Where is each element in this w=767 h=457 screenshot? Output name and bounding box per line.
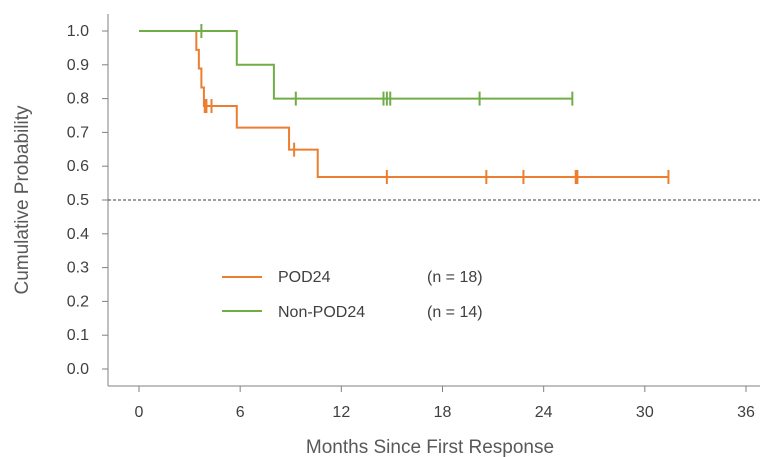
x-tick-label: 24: [535, 404, 553, 421]
y-tick-label: 1.0: [67, 23, 89, 40]
series-line-pod24: [139, 30, 669, 179]
x-tick-label: 36: [737, 404, 755, 421]
legend: POD24 (n = 18) Non-POD24 (n = 14): [222, 269, 483, 321]
y-tick-label: 0.2: [67, 293, 89, 310]
y-tick-label: 0.0: [67, 361, 89, 378]
x-axis-title: Months Since First Response: [306, 437, 554, 457]
y-tick-label: 0.7: [67, 124, 89, 141]
series-non-pod24: [139, 24, 574, 106]
legend-label-non-pod24: Non-POD24: [278, 304, 365, 321]
x-ticks: 0 6 12 18 24 30 36: [135, 386, 755, 421]
y-tick-label: 0.8: [67, 91, 89, 108]
legend-n-pod24: (n = 18): [427, 269, 483, 286]
x-tick-label: 18: [434, 404, 452, 421]
x-tick-label: 6: [236, 404, 245, 421]
series-layer: [139, 24, 670, 185]
x-tick-label: 30: [636, 404, 654, 421]
y-tick-label: 0.3: [67, 260, 89, 277]
x-tick-label: 12: [332, 404, 350, 421]
y-tick-label: 0.4: [67, 226, 89, 243]
series-pod24: [139, 30, 670, 185]
series-line-non-pod24: [139, 30, 573, 100]
legend-label-pod24: POD24: [278, 269, 331, 286]
legend-n-non-pod24: (n = 14): [427, 304, 483, 321]
y-tick-label: 0.6: [67, 158, 89, 175]
y-axis-title: Cumulative Probability: [12, 105, 33, 295]
y-tick-label: 0.5: [67, 192, 89, 209]
y-ticks: 0.0 0.1 0.2 0.3 0.4 0.5 0.6 0.7 0.8 0.9 1.0: [67, 23, 108, 378]
x-tick-label: 0: [135, 404, 144, 421]
y-tick-label: 0.9: [67, 57, 89, 74]
y-tick-label: 0.1: [67, 327, 89, 344]
